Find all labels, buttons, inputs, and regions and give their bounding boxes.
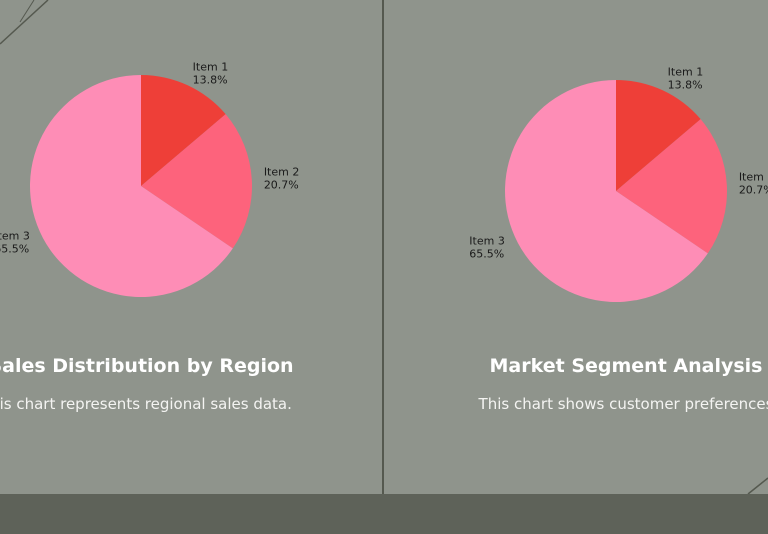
chart-title: Sales Distribution by Region bbox=[0, 355, 294, 377]
pie-slice-2 bbox=[141, 114, 252, 249]
pie-chart-sales-distribution: Item 113.8% Item 220.7% Item 365.5% bbox=[0, 60, 300, 297]
chart-description: This chart shows customer preferences bbox=[478, 395, 768, 413]
pie-chart-market-segment: Item 113.8% Item 220.7% Item 365.5% bbox=[469, 65, 768, 302]
pie-slice-3 bbox=[30, 75, 233, 297]
slice-label-1: Item 1 13.8% bbox=[193, 60, 229, 86]
pie-slice-1 bbox=[616, 80, 701, 191]
chart-title: Market Segment Analysis bbox=[489, 355, 763, 377]
slice-label-2: Item 220.7% bbox=[739, 170, 768, 196]
pie-slice-2 bbox=[616, 119, 727, 254]
pie-slice-1 bbox=[141, 75, 226, 186]
slice-label-1: Item 1 13.8% bbox=[668, 65, 704, 91]
chart-description: his chart represents regional sales data… bbox=[0, 395, 292, 413]
panel-divider bbox=[382, 0, 384, 494]
pie-slice-3 bbox=[505, 80, 708, 302]
slice-label-3: Item 365.5% bbox=[0, 230, 30, 256]
footer-band bbox=[0, 494, 768, 534]
